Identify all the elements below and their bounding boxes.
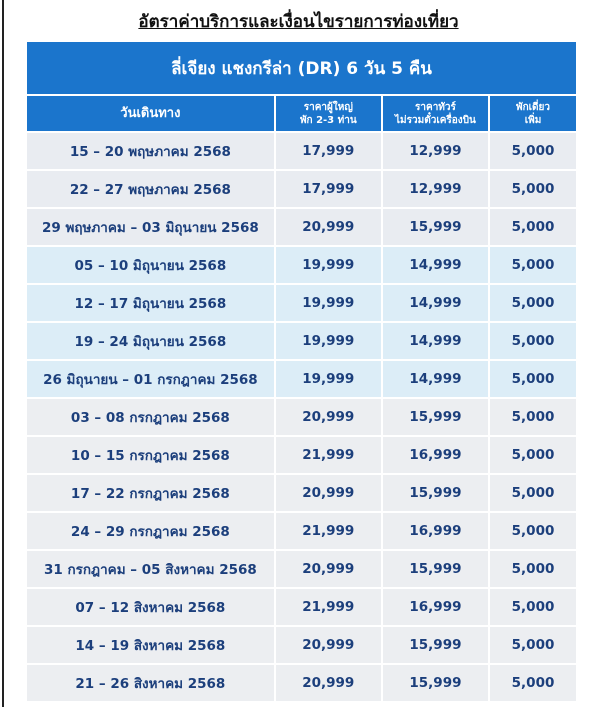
- adult-price: 19,999: [275, 361, 381, 397]
- tour-price: 14,999: [382, 361, 489, 397]
- single-supplement: 5,000: [490, 361, 576, 397]
- single-supplement: 5,000: [490, 247, 576, 283]
- travel-date: 21 – 26 สิงหาคม 2568: [27, 665, 274, 701]
- single-supplement: 5,000: [490, 399, 576, 435]
- table-row: 31 กรกฎาคม – 05 สิงหาคม 2568 20,999 15,999…: [27, 551, 576, 587]
- travel-date: 12 – 17 มิถุนายน 2568: [27, 285, 274, 321]
- travel-date: 22 – 27 พฤษภาคม 2568: [27, 171, 274, 207]
- table-row: 26 มิถุนายน – 01 กรกฎาคม 2568 19,999 14,99…: [27, 361, 576, 397]
- table-row: 05 – 10 มิถุนายน 2568 19,999 14,999 5,000: [27, 247, 576, 283]
- travel-date: 24 – 29 กรกฎาคม 2568: [27, 513, 274, 549]
- adult-price: 20,999: [275, 665, 381, 701]
- single-supplement: 5,000: [490, 437, 576, 473]
- tour-price: 16,999: [382, 437, 489, 473]
- adult-price: 21,999: [275, 589, 381, 625]
- tour-price: 14,999: [382, 323, 489, 359]
- column-header-line: เพิ่ม: [524, 114, 542, 126]
- adult-price: 19,999: [275, 323, 381, 359]
- column-header: ราคาผู้ใหญ่ พัก 2-3 ท่าน: [275, 96, 381, 131]
- adult-price: 20,999: [275, 475, 381, 511]
- tour-price: 14,999: [382, 247, 489, 283]
- table-row: 22 – 27 พฤษภาคม 2568 17,999 12,999 5,000: [27, 171, 576, 207]
- travel-date: 29 พฤษภาคม – 03 มิถุนายน 2568: [27, 209, 274, 245]
- tour-price: 15,999: [382, 551, 489, 587]
- column-header: ราคาทัวร์ ไม่รวมตั๋วเครื่องบิน: [382, 96, 489, 131]
- tour-price: 16,999: [382, 513, 489, 549]
- single-supplement: 5,000: [490, 665, 576, 701]
- travel-date: 07 – 12 สิงหาคม 2568: [27, 589, 274, 625]
- single-supplement: 5,000: [490, 513, 576, 549]
- tour-price: 15,999: [382, 665, 489, 701]
- tour-price: 15,999: [382, 475, 489, 511]
- single-supplement: 5,000: [490, 209, 576, 245]
- tour-price: 14,999: [382, 285, 489, 321]
- table-row: 12 – 17 มิถุนายน 2568 19,999 14,999 5,000: [27, 285, 576, 321]
- column-header-line: ราคาผู้ใหญ่: [303, 101, 353, 113]
- single-supplement: 5,000: [490, 133, 576, 169]
- adult-price: 20,999: [275, 551, 381, 587]
- adult-price: 20,999: [275, 209, 381, 245]
- table-row: 10 – 15 กรกฎาคม 2568 21,999 16,999 5,000: [27, 437, 576, 473]
- table-row: 24 – 29 กรกฎาคม 2568 21,999 16,999 5,000: [27, 513, 576, 549]
- left-edge: [2, 0, 4, 707]
- table-row: 17 – 22 กรกฎาคม 2568 20,999 15,999 5,000: [27, 475, 576, 511]
- travel-date: 17 – 22 กรกฎาคม 2568: [27, 475, 274, 511]
- column-header-line: ราคาทัวร์: [415, 101, 456, 113]
- travel-date: 10 – 15 กรกฎาคม 2568: [27, 437, 274, 473]
- adult-price: 19,999: [275, 285, 381, 321]
- adult-price: 20,999: [275, 399, 381, 435]
- column-header-line: พัก 2-3 ท่าน: [299, 114, 357, 126]
- table-row: 03 – 08 กรกฎาคม 2568 20,999 15,999 5,000: [27, 399, 576, 435]
- travel-date: 03 – 08 กรกฎาคม 2568: [27, 399, 274, 435]
- travel-date: 31 กรกฎาคม – 05 สิงหาคม 2568: [27, 551, 274, 587]
- tour-price: 15,999: [382, 627, 489, 663]
- table-row: 19 – 24 มิถุนายน 2568 19,999 14,999 5,000: [27, 323, 576, 359]
- single-supplement: 5,000: [490, 475, 576, 511]
- single-supplement: 5,000: [490, 323, 576, 359]
- adult-price: 21,999: [275, 513, 381, 549]
- table-row: 21 – 26 สิงหาคม 2568 20,999 15,999 5,000: [27, 665, 576, 701]
- table-row: 07 – 12 สิงหาคม 2568 21,999 16,999 5,000: [27, 589, 576, 625]
- tour-price: 15,999: [382, 209, 489, 245]
- adult-price: 17,999: [275, 133, 381, 169]
- travel-date: 14 – 19 สิงหาคม 2568: [27, 627, 274, 663]
- single-supplement: 5,000: [490, 627, 576, 663]
- adult-price: 19,999: [275, 247, 381, 283]
- tour-price: 15,999: [382, 399, 489, 435]
- adult-price: 17,999: [275, 171, 381, 207]
- travel-date: 05 – 10 มิถุนายน 2568: [27, 247, 274, 283]
- column-header: วันเดินทาง: [27, 96, 274, 131]
- travel-date: 19 – 24 มิถุนายน 2568: [27, 323, 274, 359]
- column-header-line: วันเดินทาง: [120, 106, 181, 121]
- travel-date: 26 มิถุนายน – 01 กรกฎาคม 2568: [27, 361, 274, 397]
- single-supplement: 5,000: [490, 171, 576, 207]
- column-header-line: พักเดี่ยว: [515, 101, 551, 113]
- tour-banner: ลี่เจียง แชงกรีล่า (DR) 6 วัน 5 คืน: [27, 42, 576, 94]
- single-supplement: 5,000: [490, 551, 576, 587]
- table-row: 14 – 19 สิงหาคม 2568 20,999 15,999 5,000: [27, 627, 576, 663]
- tour-price: 12,999: [382, 133, 489, 169]
- single-supplement: 5,000: [490, 285, 576, 321]
- adult-price: 20,999: [275, 627, 381, 663]
- price-table: ลี่เจียง แชงกรีล่า (DR) 6 วัน 5 คืน วันเ…: [25, 40, 578, 703]
- column-header-line: ไม่รวมตั๋วเครื่องบิน: [395, 114, 476, 126]
- tour-price: 16,999: [382, 589, 489, 625]
- table-row: 29 พฤษภาคม – 03 มิถุนายน 2568 20,999 15,99…: [27, 209, 576, 245]
- table-row: 15 – 20 พฤษภาคม 2568 17,999 12,999 5,000: [27, 133, 576, 169]
- travel-date: 15 – 20 พฤษภาคม 2568: [27, 133, 274, 169]
- tour-price: 12,999: [382, 171, 489, 207]
- adult-price: 21,999: [275, 437, 381, 473]
- column-header: พักเดี่ยว เพิ่ม: [490, 96, 576, 131]
- single-supplement: 5,000: [490, 589, 576, 625]
- page-title: อัตราค่าบริการและเงื่อนไขรายการท่องเที่ย…: [138, 12, 459, 32]
